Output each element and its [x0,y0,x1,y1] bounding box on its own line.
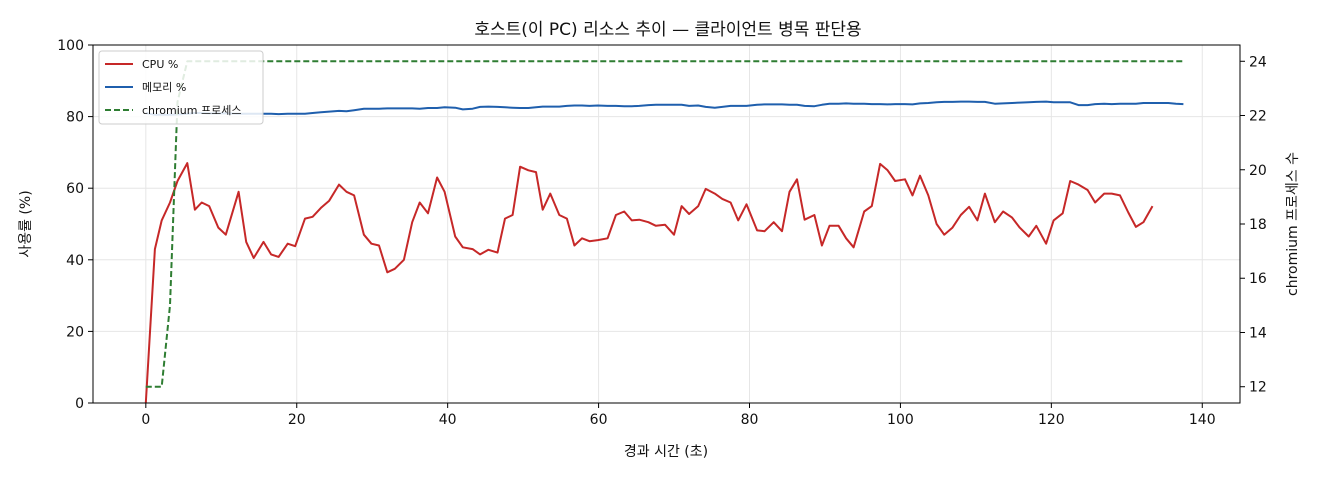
legend: CPU % 메모리 % chromium 프로세스 [98,50,264,125]
y-tick-label: 20 [66,324,84,340]
y2-tick-label: 14 [1249,325,1267,341]
y2-tick-label: 16 [1249,271,1267,287]
series-cpu-line [144,162,1154,404]
y-tick-label: 80 [66,110,84,126]
x-tick-label: 60 [590,412,608,428]
x-tick-label: 140 [1189,412,1216,428]
y-axis-left: 0 20 40 60 80 100 [57,38,93,412]
x-tick-label: 100 [887,412,914,428]
x-axis-label: 경과 시간 (초) [624,444,708,460]
x-axis: 0 20 40 60 80 100 120 140 [141,403,1216,428]
y-axis-label: 사용률 (%) [18,190,34,257]
x-tick-label: 0 [141,412,150,428]
y2-tick-label: 18 [1249,217,1267,233]
y-tick-label: 60 [66,181,84,197]
x-tick-label: 20 [288,412,306,428]
y-axis-right: 12 14 16 18 20 22 24 [1240,54,1267,396]
x-tick-label: 120 [1038,412,1065,428]
legend-label-cpu: CPU % [142,58,178,71]
y2-tick-label: 22 [1249,109,1267,125]
y-tick-label: 40 [66,253,84,269]
y2-tick-label: 12 [1249,380,1267,396]
y-tick-label: 0 [75,396,84,412]
chart-title: 호스트(이 PC) 리소스 추이 — 클라이언트 병목 판단용 [474,20,861,40]
series-chromium-line [145,60,1184,388]
series-layer [144,60,1184,404]
legend-label-chromium: chromium 프로세스 [142,104,241,117]
x-tick-label: 40 [439,412,457,428]
x-tick-label: 80 [741,412,759,428]
series-memory-line [145,100,1184,116]
grid [93,44,1240,404]
y2-tick-label: 20 [1249,163,1267,179]
y2-tick-label: 24 [1249,54,1267,70]
legend-label-memory: 메모리 % [142,81,186,94]
y-tick-label: 100 [57,38,84,54]
legend-box [98,50,264,125]
plot-frame [92,44,1241,404]
y2-axis-label: chromium 프로세스 수 [1285,152,1301,296]
